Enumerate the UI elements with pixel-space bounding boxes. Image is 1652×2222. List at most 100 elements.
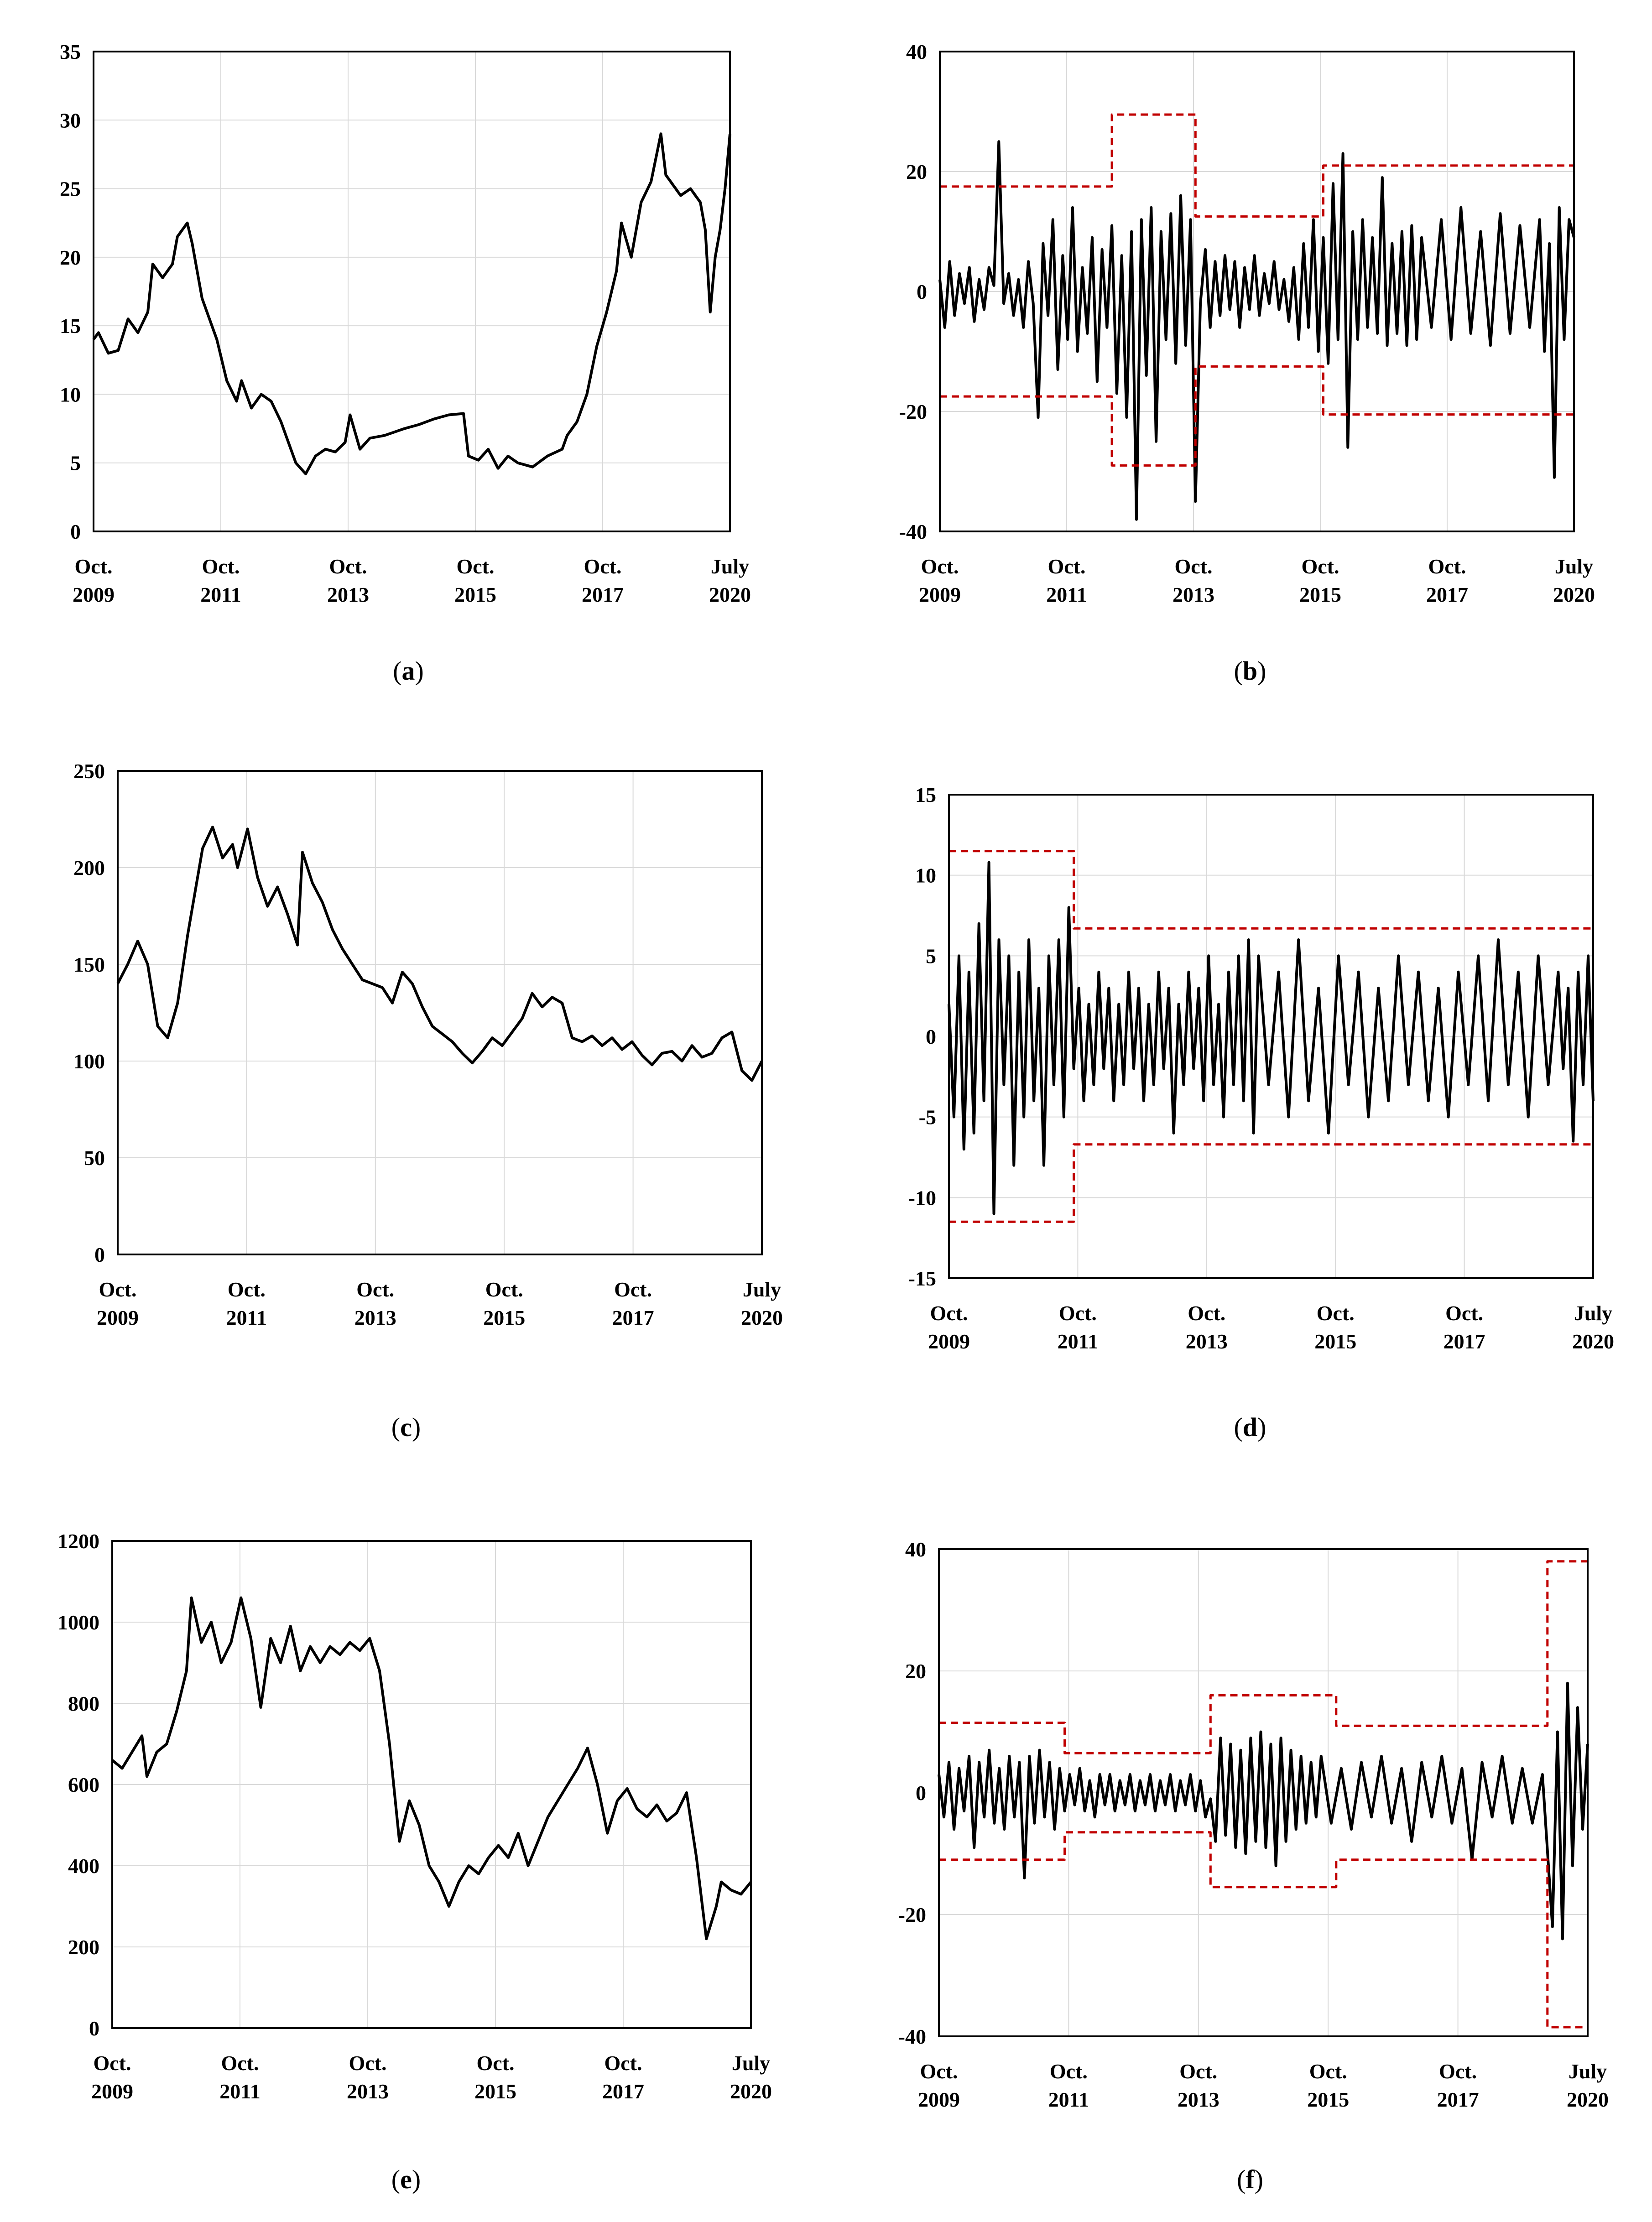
y-tick-label: 35	[60, 40, 81, 63]
x-tick-label: 2015	[483, 1306, 525, 1329]
threshold-line-b-2	[940, 365, 1574, 467]
y-tick-label: 15	[60, 314, 81, 338]
series-line-b-0	[938, 140, 1575, 521]
x-tick-label: Oct.	[1439, 2060, 1477, 2083]
y-tick-label: 0	[916, 1781, 926, 1805]
x-tick-label: Oct.	[476, 2051, 514, 2075]
y-tick-label: -20	[898, 1903, 926, 1926]
x-tick-label: Oct.	[1174, 555, 1212, 578]
x-tick-label: Oct.	[93, 2051, 131, 2075]
x-tick-label: 2020	[741, 1306, 783, 1329]
y-tick-label: 10	[60, 383, 81, 406]
x-tick-label: 2015	[1314, 1330, 1356, 1353]
y-tick-label: 100	[73, 1050, 105, 1073]
y-tick-label: 0	[89, 2017, 99, 2040]
x-tick-label: 2013	[1173, 583, 1214, 606]
plot-frame	[939, 51, 1575, 532]
y-tick-label: 40	[906, 40, 927, 63]
plot-frame	[948, 794, 1594, 1279]
series-line-a-0	[92, 132, 731, 475]
x-tick-label: 2009	[919, 583, 961, 606]
y-tick-label: -40	[899, 520, 927, 543]
panel-caption-letter: f	[1246, 2165, 1255, 2194]
y-tick-label: 5	[926, 944, 936, 968]
x-tick-label: 2011	[1058, 1330, 1098, 1353]
y-tick-label: 50	[84, 1146, 105, 1170]
y-tick-label: 20	[906, 160, 927, 183]
y-tick-label: 200	[73, 856, 105, 879]
x-tick-label: 2009	[73, 583, 115, 606]
y-tick-label: 1000	[57, 1611, 99, 1634]
panel-caption-letter: e	[400, 2165, 412, 2194]
y-tick-label: 600	[68, 1773, 99, 1796]
x-tick-label: 2013	[1186, 1330, 1228, 1353]
y-tick-label: -10	[908, 1186, 936, 1209]
y-tick-label: 15	[915, 783, 936, 807]
threshold-line-d-2	[949, 1143, 1593, 1223]
y-tick-label: 5	[70, 452, 81, 475]
series-line-c-0	[116, 826, 763, 1082]
x-tick-label: Oct.	[1309, 2060, 1347, 2083]
plot-frame	[938, 1548, 1589, 2037]
x-tick-label: Oct.	[1188, 1301, 1225, 1325]
series-line-e-0	[111, 1596, 752, 1941]
x-tick-label: 2011	[219, 2080, 260, 2103]
x-tick-label: 2017	[1444, 1330, 1485, 1353]
x-tick-label: July	[743, 1278, 781, 1301]
x-tick-label: Oct.	[1050, 2060, 1088, 2083]
chart-panel-e: 0 200 400 600 800 1000 1200 Oct. 2009 Oct. 2011 Oct…	[57, 1530, 772, 2194]
x-tick-label: 2011	[1048, 2088, 1089, 2111]
x-tick-label: Oct.	[930, 1301, 968, 1325]
panel-caption: (f)	[1237, 2165, 1263, 2194]
y-tick-label: 30	[60, 109, 81, 132]
y-tick-label: 20	[905, 1660, 926, 1683]
x-tick-label: 2020	[730, 2080, 772, 2103]
chart-panel-d: -15 -10 -5 0 5 10 15 Oct. 2009 Oct. 2011 Oct. 2013 Oc…	[908, 783, 1614, 1442]
x-tick-label: 2017	[1437, 2088, 1479, 2111]
x-tick-label: 2017	[1426, 583, 1468, 606]
panel-caption-letter: d	[1243, 1412, 1257, 1442]
panel-caption: (b)	[1234, 656, 1266, 686]
x-tick-label: Oct.	[1317, 1301, 1355, 1325]
series-line-d-0	[948, 861, 1595, 1215]
x-tick-label: 2017	[602, 2080, 644, 2103]
threshold-line-d-1	[949, 850, 1593, 930]
x-tick-label: Oct.	[221, 2051, 259, 2075]
x-tick-label: Oct.	[228, 1278, 266, 1301]
y-tick-label: -20	[899, 400, 927, 423]
x-tick-label: 2015	[474, 2080, 516, 2103]
chart-panel-b: -40 -20 0 20 40 Oct. 2009 Oct. 2011 Oct. 2013 Oct. 2…	[899, 40, 1595, 686]
x-tick-label: 2015	[454, 583, 496, 606]
panel-caption-letter: b	[1243, 656, 1257, 686]
panel-caption-letter: c	[400, 1412, 412, 1442]
x-tick-label: July	[1569, 2060, 1607, 2083]
y-tick-label: 20	[60, 246, 81, 269]
y-tick-label: 25	[60, 177, 81, 201]
plot-frame	[111, 1540, 752, 2029]
x-tick-label: 2009	[928, 1330, 970, 1353]
x-tick-label: Oct.	[99, 1278, 136, 1301]
x-tick-label: 2020	[1567, 2088, 1609, 2111]
x-tick-label: July	[1555, 555, 1593, 578]
x-tick-label: Oct.	[604, 2051, 642, 2075]
y-tick-label: 200	[68, 1936, 99, 1959]
x-tick-label: Oct.	[614, 1278, 652, 1301]
x-tick-label: Oct.	[921, 555, 959, 578]
x-tick-label: 2011	[226, 1306, 267, 1329]
x-tick-label: Oct.	[329, 555, 367, 578]
y-tick-label: -15	[908, 1267, 936, 1290]
y-tick-label: 800	[68, 1692, 99, 1715]
x-tick-label: 2015	[1307, 2088, 1349, 2111]
x-tick-label: 2013	[1178, 2088, 1219, 2111]
series-line-f-0	[938, 1681, 1589, 1941]
x-tick-label: 2020	[709, 583, 751, 606]
plot-frame	[117, 770, 763, 1255]
threshold-line-f-1	[939, 1560, 1588, 1754]
panel-caption-letter: a	[402, 656, 415, 686]
y-tick-label: 400	[68, 1854, 99, 1878]
x-tick-label: 2017	[612, 1306, 654, 1329]
x-tick-label: 2013	[327, 583, 369, 606]
x-tick-label: Oct.	[1428, 555, 1466, 578]
x-tick-label: 2011	[1046, 583, 1087, 606]
x-tick-label: Oct.	[356, 1278, 394, 1301]
